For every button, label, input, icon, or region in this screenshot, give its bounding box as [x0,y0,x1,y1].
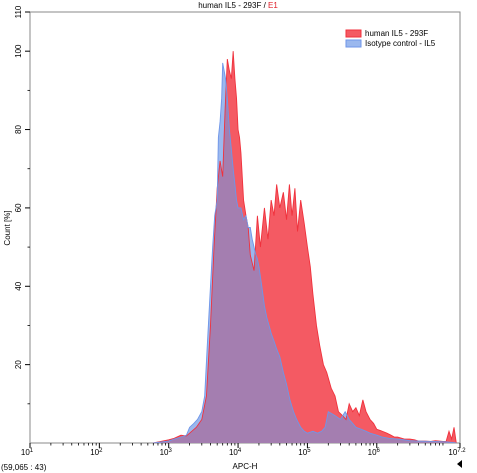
x-tick-label: 104 [229,448,242,457]
y-tick-label: 100 [14,44,23,58]
y-tick-label: 110 [14,5,23,18]
y-tick-label: 60 [14,203,23,212]
cursor-coordinates: (59,065 : 43) [1,463,47,472]
series-layer [153,51,457,443]
legend-label-il5: human IL5 - 293F [365,29,428,38]
chart-title: human IL5 - 293F / E1 [198,1,278,10]
series-line-il5 [153,51,457,443]
x-tick-label: 101 [21,448,34,457]
x-tick-label: 102 [90,448,103,457]
legend-swatch-il5 [345,29,362,38]
legend: human IL5 - 293F Isotype control - IL5 [345,29,436,48]
scroll-left-arrow-icon[interactable] [457,460,462,468]
y-axis-title: Count [%] [3,210,12,245]
x-tick-label: 106 [368,448,381,457]
x-tick-label: 105 [298,448,311,457]
x-tick-label: 103 [160,448,173,457]
series-line-isotype [153,62,457,443]
y-tick-label: 80 [14,125,23,134]
axis-layer: 101 102 103 104 105 106 107.2 20 40 60 80 100 110 [14,5,466,457]
legend-swatch-isotype [345,39,362,48]
y-tick-label: 40 [14,281,23,290]
x-axis-title: APC-H [233,462,258,471]
chart-title-main: human IL5 - 293F [198,1,261,10]
series-overlap-area [153,62,457,443]
chart-title-gate: E1 [268,1,278,10]
y-tick-label: 20 [14,360,23,369]
x-tick-label: 107.2 [448,448,466,457]
legend-label-isotype: Isotype control - IL5 [365,39,436,48]
chart-title-separator: / [261,1,268,10]
